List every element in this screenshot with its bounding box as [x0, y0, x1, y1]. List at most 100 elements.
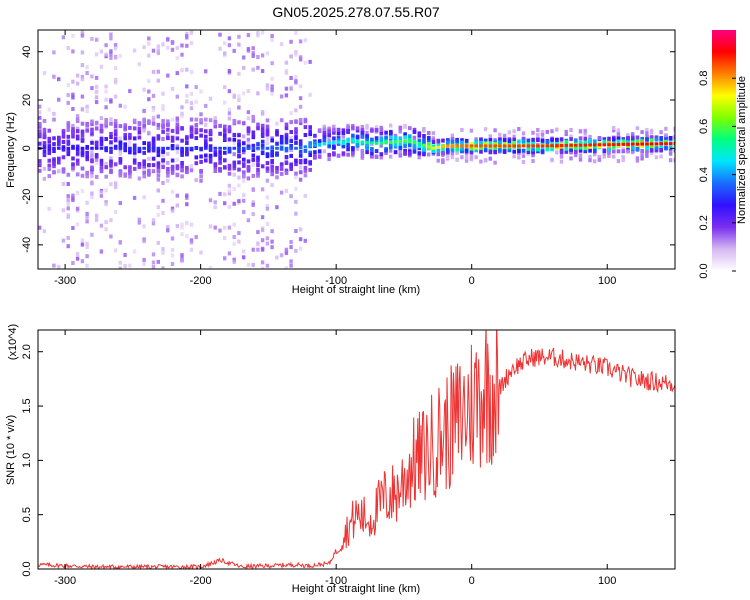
spectrogram-peak-cell [640, 142, 644, 146]
spectrogram-cell [204, 134, 208, 139]
spectrogram-cell [431, 131, 436, 136]
spectrogram-peak-cell [673, 142, 675, 145]
spectrogram-cell [298, 227, 303, 232]
spectrogram-cell [90, 195, 94, 200]
spectrogram-peak-cell [104, 146, 108, 150]
spectrogram-cell [640, 149, 644, 153]
snr-x-ticks: -300 -200 -100 0 100 [54, 330, 616, 587]
spectrogram-cell [616, 136, 621, 141]
spectrogram-peak-cell [208, 146, 213, 150]
y-tick-label: 0.0 [21, 561, 33, 576]
spectrogram-cell [664, 134, 668, 139]
spectrogram-cell [332, 145, 336, 150]
spectrogram-cell [431, 140, 436, 144]
spectrogram-cell [71, 156, 75, 161]
spectrogram-cell [170, 167, 175, 171]
spectrogram-peak-cell [204, 146, 208, 150]
spectrogram-cell [294, 162, 298, 167]
spectrogram-cell [90, 174, 94, 179]
spectrogram-cell [379, 136, 384, 141]
spectrogram-cell [213, 163, 218, 168]
spectrogram-cell [260, 260, 265, 265]
spectrogram-cell [161, 124, 165, 129]
spectrogram-cell [545, 140, 550, 144]
spectrogram-cell [132, 160, 137, 165]
spectrogram-cell [90, 232, 94, 237]
spectrogram-cell [156, 240, 160, 245]
spectrogram-cell [479, 149, 483, 154]
spectrogram-cell [298, 246, 303, 251]
spectrogram-cell [189, 129, 194, 134]
spectrogram-cell [360, 134, 365, 139]
spectrogram-cell [156, 164, 161, 169]
spectrogram-cell [156, 51, 160, 56]
spectrogram-cell [645, 153, 649, 158]
spectrogram-cell [578, 148, 583, 153]
spectrogram-cell [71, 95, 75, 100]
spectrogram-cell [189, 106, 194, 111]
spectrogram-cell [370, 128, 374, 133]
spectrogram-frame [37, 29, 676, 270]
spectrogram-cell [57, 156, 61, 161]
spectrogram-cell [132, 153, 137, 158]
spectrogram-cell [132, 126, 137, 131]
spectrogram-peak-cell [360, 140, 365, 144]
spectrogram-cell [289, 130, 293, 134]
spectrogram-cell [185, 135, 189, 140]
spectrogram-cell [531, 141, 535, 146]
spectrogram-peak-cell [635, 142, 640, 146]
spectrogram-cell [75, 114, 80, 119]
spectrogram-cell [71, 134, 75, 139]
spectrogram-cell [398, 137, 403, 142]
spectrogram-cell [142, 239, 146, 244]
spectrogram-cell [194, 136, 199, 141]
spectrogram-cell [237, 71, 241, 76]
spectrogram-cell [170, 128, 175, 133]
spectrogram-cell [161, 250, 165, 255]
spectrogram-peak-cell [265, 146, 270, 150]
spectrogram-peak-cell [151, 146, 156, 150]
x-tick-label: -200 [190, 575, 212, 587]
spectrogram-cell [512, 134, 516, 139]
spectrogram-cell [42, 144, 47, 149]
spectrogram-cell [265, 222, 270, 226]
spectrogram-cell [279, 138, 284, 143]
spectrogram-cell [128, 263, 132, 268]
spectrogram-cell [531, 147, 535, 152]
spectrogram-cell [246, 89, 251, 94]
spectrogram-cell [389, 145, 393, 150]
spectrogram-cell [109, 121, 113, 126]
spectrogram-cell [284, 170, 289, 175]
spectrogram-cell [156, 122, 161, 127]
spectrogram-cell [365, 150, 369, 155]
spectrogram-cell [213, 200, 217, 205]
spectrogram-cell [147, 168, 151, 173]
colorbar-scale [712, 30, 736, 271]
spectrogram-peak-cell [351, 139, 355, 143]
spectrogram-cell [213, 152, 218, 157]
spectrogram-cells [38, 30, 675, 269]
spectrogram-cell [104, 188, 108, 193]
spectrogram-cell [607, 153, 611, 158]
spectrogram-cell [170, 47, 175, 52]
spectrogram-cell [298, 142, 303, 147]
spectrogram-cell [147, 41, 151, 46]
spectrogram-cell [113, 46, 118, 51]
spectrogram-cell [180, 232, 184, 237]
spectrogram-cell [90, 180, 94, 185]
spectrogram-cell [85, 171, 89, 176]
spectrogram-cell [431, 144, 436, 149]
spectrogram-cell [645, 148, 649, 153]
spectrogram-cell [317, 129, 322, 134]
spectrogram-cell [113, 209, 118, 214]
spectrogram-peak-cell [232, 146, 237, 150]
spectrogram-peak-cell [583, 143, 588, 147]
spectrogram-cell [170, 144, 175, 149]
spectrogram-cell [227, 171, 232, 176]
spectrogram-cell [132, 143, 137, 148]
spectrogram-cell [156, 212, 160, 217]
spectrogram-cell [265, 204, 270, 208]
spectrogram-cell [47, 206, 51, 211]
spectrogram-cell [232, 201, 236, 206]
spectrogram-cell [71, 124, 75, 128]
